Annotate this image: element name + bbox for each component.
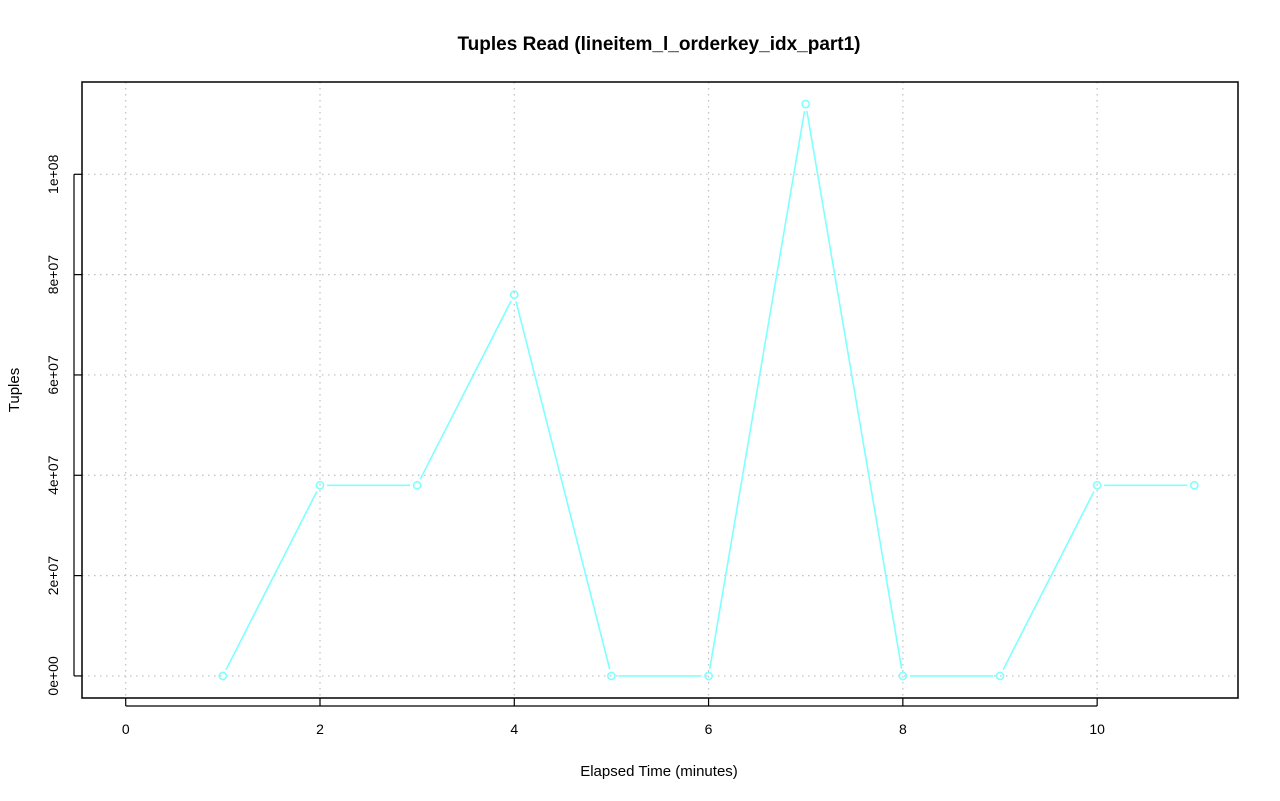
plot-frame xyxy=(81,81,1239,699)
y-tick-label: 1e+08 xyxy=(45,154,61,194)
series-segment xyxy=(1002,491,1095,671)
x-axis: 0 2 4 6 8 10 xyxy=(122,698,1105,737)
x-axis-label: Elapsed Time (minutes) xyxy=(580,763,738,780)
y-tick-label: 8e+07 xyxy=(45,255,61,295)
series-segment xyxy=(708,110,806,670)
x-tick-label: 8 xyxy=(899,721,907,737)
y-axis-label: Tuples xyxy=(6,368,23,412)
series-segment xyxy=(806,110,903,670)
data-point xyxy=(607,671,616,681)
y-tick-label: 0e+00 xyxy=(45,656,61,696)
series-segment xyxy=(225,491,318,671)
y-tick-label: 2e+07 xyxy=(45,556,61,596)
data-point xyxy=(218,671,228,681)
data-point xyxy=(704,671,713,681)
y-tick-label: 6e+07 xyxy=(45,355,61,395)
chart-title: Tuples Read (lineitem_l_orderkey_idx_par… xyxy=(457,34,860,55)
data-point xyxy=(412,480,422,490)
series-segment xyxy=(419,300,512,480)
x-tick-label: 0 xyxy=(122,721,130,737)
grid-lines xyxy=(82,82,1238,698)
series-segment xyxy=(515,301,611,670)
x-tick-label: 6 xyxy=(705,721,713,737)
data-point xyxy=(1092,480,1102,490)
x-tick-label: 4 xyxy=(510,721,518,737)
x-tick-label: 10 xyxy=(1089,721,1105,737)
series-tuples xyxy=(218,99,1199,681)
data-point xyxy=(315,480,325,490)
data-point xyxy=(898,671,908,681)
y-tick-label: 4e+07 xyxy=(45,455,61,495)
data-point xyxy=(801,99,811,109)
data-point xyxy=(995,671,1005,681)
x-tick-label: 2 xyxy=(316,721,324,737)
data-point xyxy=(1189,480,1199,490)
y-axis: 0e+00 2e+07 4e+07 6e+07 8e+07 1e+08 xyxy=(45,154,82,696)
data-point xyxy=(509,290,519,300)
